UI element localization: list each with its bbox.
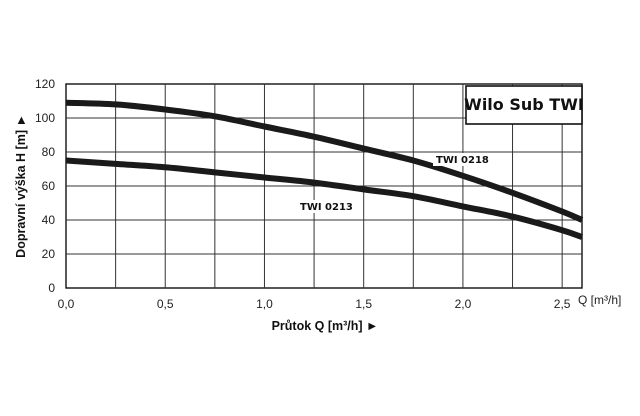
y-axis-title: Dopravní výška H [m] ► bbox=[14, 114, 28, 258]
y-tick-label: 60 bbox=[42, 179, 56, 193]
y-tick-label: 0 bbox=[48, 281, 55, 295]
x-axis-title: Průtok Q [m³/h] ► bbox=[272, 319, 379, 333]
y-tick-label: 20 bbox=[42, 247, 56, 261]
x-unit-label: Q [m³/h] bbox=[578, 293, 621, 307]
series-line bbox=[65, 157, 583, 240]
x-tick-label: 2,5 bbox=[554, 297, 571, 311]
x-tick-label: 1,0 bbox=[256, 297, 273, 311]
tick-labels: 0,0 0,5 1,0 1,5 2,0 2,5 0 20 40 60 80 100 120 bbox=[35, 77, 571, 311]
y-tick-label: 120 bbox=[35, 77, 55, 91]
y-tick-label: 40 bbox=[42, 213, 56, 227]
series-label-background bbox=[297, 200, 355, 213]
chart-title: Wilo Sub TWI bbox=[464, 95, 584, 114]
x-tick-label: 0,5 bbox=[157, 297, 174, 311]
y-tick-label: 80 bbox=[42, 145, 56, 159]
series-label: TWI 0213 bbox=[300, 202, 353, 213]
series-layer: TWI 0218 TWI 0213 bbox=[65, 99, 584, 240]
series-label-background bbox=[433, 153, 491, 166]
series-label: TWI 0218 bbox=[436, 155, 489, 166]
x-tick-label: 2,0 bbox=[455, 297, 472, 311]
series-line bbox=[65, 99, 584, 223]
chart-title-box bbox=[465, 85, 583, 125]
y-tick-label: 100 bbox=[35, 111, 55, 125]
x-tick-label: 0,0 bbox=[58, 297, 75, 311]
x-tick-label: 1,5 bbox=[355, 297, 372, 311]
